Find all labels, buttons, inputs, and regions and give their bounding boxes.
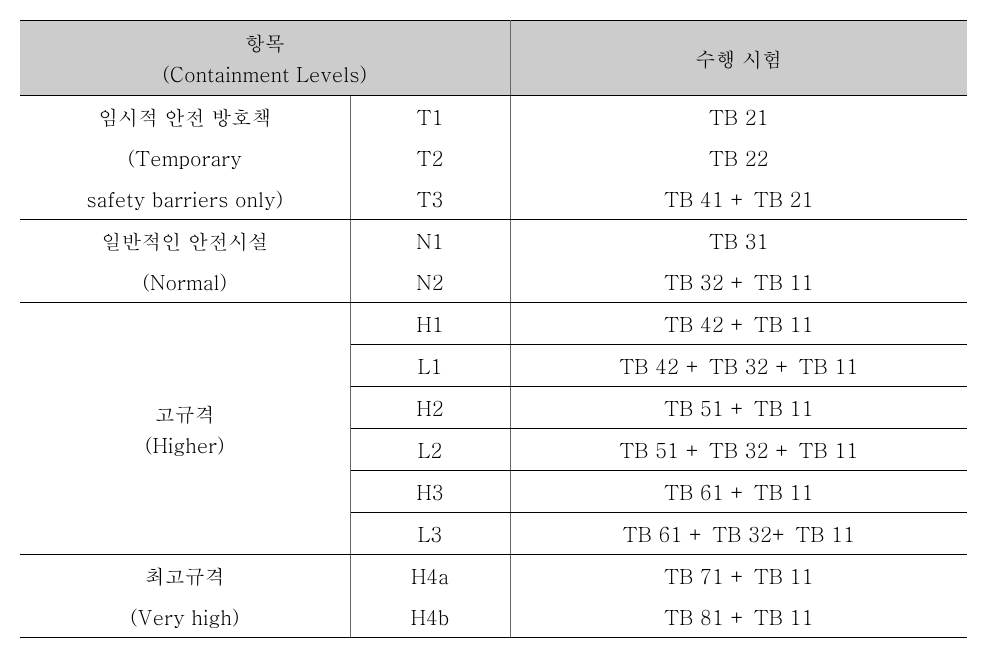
table-body: 임시적 안전 방호책T1TB 21(TemporaryT2TB 22safety… xyxy=(20,96,967,638)
header-col-item: 항목 (Containment Levels) xyxy=(20,21,510,96)
group-label-line: (Normal) xyxy=(20,261,350,303)
code-cell: H3 xyxy=(350,471,510,513)
containment-levels-table: 항목 (Containment Levels) 수행 시험 임시적 안전 방호책… xyxy=(20,20,967,638)
table-row: 일반적인 안전시설N1TB 31 xyxy=(20,220,967,262)
code-cell: H4a xyxy=(350,555,510,597)
code-cell: N2 xyxy=(350,261,510,303)
test-cell: TB 61 + TB 32+ TB 11 xyxy=(510,513,967,555)
code-cell: H4b xyxy=(350,596,510,638)
test-cell: TB 42 + TB 11 xyxy=(510,303,967,345)
code-cell: L2 xyxy=(350,429,510,471)
header-col-test: 수행 시험 xyxy=(510,21,967,96)
table-row: (Very high)H4bTB 81 + TB 11 xyxy=(20,596,967,638)
test-cell: TB 71 + TB 11 xyxy=(510,555,967,597)
test-cell: TB 42 + TB 32 + TB 11 xyxy=(510,345,967,387)
test-cell: TB 51 + TB 11 xyxy=(510,387,967,429)
code-cell: H2 xyxy=(350,387,510,429)
table-row: 임시적 안전 방호책T1TB 21 xyxy=(20,96,967,138)
code-cell: H1 xyxy=(350,303,510,345)
group-label-line: 최고규격 xyxy=(20,555,350,597)
code-cell: L3 xyxy=(350,513,510,555)
group-label-line: 고규격 xyxy=(155,399,215,428)
group-label-line: (Higher) xyxy=(145,430,225,459)
group-label-line: 일반적인 안전시설 xyxy=(20,220,350,262)
code-cell: L1 xyxy=(350,345,510,387)
test-cell: TB 21 xyxy=(510,96,967,138)
table-row: safety barriers only)T3TB 41 + TB 21 xyxy=(20,178,967,220)
test-cell: TB 81 + TB 11 xyxy=(510,596,967,638)
header-line-1: 항목 xyxy=(245,28,285,57)
group-label-line: (Very high) xyxy=(20,596,350,638)
test-cell: TB 41 + TB 21 xyxy=(510,178,967,220)
table-row: 고규격(Higher)H1TB 42 + TB 11 xyxy=(20,303,967,345)
table-row: (TemporaryT2TB 22 xyxy=(20,137,967,178)
header-line-2: (Containment Levels) xyxy=(162,59,367,88)
group-label-line: 임시적 안전 방호책 xyxy=(20,96,350,138)
table-row: 최고규격H4aTB 71 + TB 11 xyxy=(20,555,967,597)
test-cell: TB 61 + TB 11 xyxy=(510,471,967,513)
group-label-line: safety barriers only) xyxy=(20,178,350,220)
test-cell: TB 51 + TB 32 + TB 11 xyxy=(510,429,967,471)
test-cell: TB 31 xyxy=(510,220,967,262)
test-cell: TB 32 + TB 11 xyxy=(510,261,967,303)
table-row: (Normal)N2TB 32 + TB 11 xyxy=(20,261,967,303)
code-cell: N1 xyxy=(350,220,510,262)
code-cell: T2 xyxy=(350,137,510,178)
table-header: 항목 (Containment Levels) 수행 시험 xyxy=(20,21,967,96)
group-label-line: (Temporary xyxy=(20,137,350,178)
test-cell: TB 22 xyxy=(510,137,967,178)
code-cell: T1 xyxy=(350,96,510,138)
group-label: 고규격(Higher) xyxy=(20,303,350,555)
code-cell: T3 xyxy=(350,178,510,220)
